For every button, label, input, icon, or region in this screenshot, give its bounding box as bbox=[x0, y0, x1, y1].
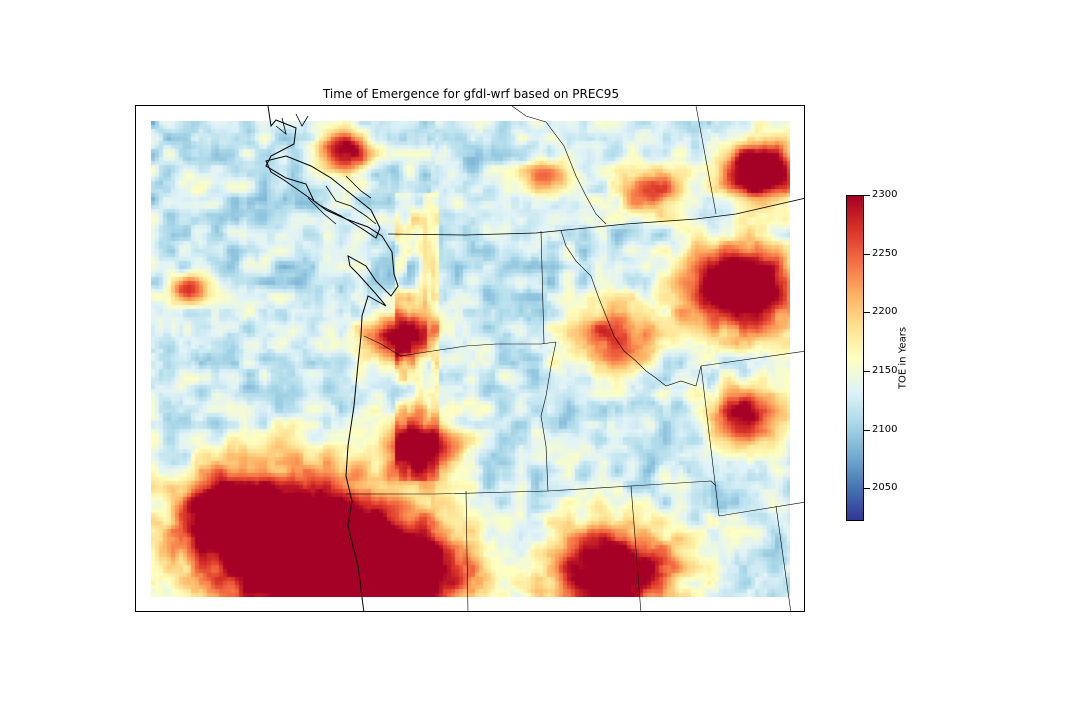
inlet-coastline bbox=[307, 175, 377, 225]
map-frame bbox=[135, 105, 805, 612]
colorbar-label: TOE in Years bbox=[897, 326, 909, 390]
colorbar-tick-label: 2200 bbox=[872, 306, 898, 318]
coastline bbox=[265, 106, 399, 611]
colorbar-tick-label: 2100 bbox=[872, 423, 898, 435]
colorbar bbox=[846, 195, 864, 521]
state-border-nv-ca bbox=[465, 490, 469, 611]
state-border-id-nv bbox=[630, 480, 717, 487]
canada-border-west bbox=[511, 106, 607, 225]
country-border bbox=[387, 198, 804, 236]
colorbar-tick-label: 2150 bbox=[872, 364, 898, 376]
colorbar-tick bbox=[864, 488, 870, 490]
state-border-or-id bbox=[540, 341, 557, 492]
colorbar-tick bbox=[864, 370, 870, 372]
state-border-id-mt bbox=[560, 230, 702, 387]
state-border-wa-id bbox=[540, 230, 545, 345]
state-border-id-ut bbox=[630, 485, 642, 611]
state-border-wa-or bbox=[363, 335, 557, 357]
colorbar-tick-label: 2050 bbox=[872, 482, 898, 494]
colorbar-tick bbox=[864, 253, 870, 255]
state-border-ut-co bbox=[775, 505, 792, 611]
colorbar-tick-label: 2300 bbox=[872, 189, 898, 200]
colorbar-tick bbox=[864, 429, 870, 431]
state-border-wy-south bbox=[718, 502, 804, 517]
toe-heatmap-field bbox=[151, 121, 790, 597]
canada-border-east bbox=[695, 106, 717, 215]
map-title: Time of Emergence for gfdl-wrf based on … bbox=[322, 87, 620, 101]
boundary-overlay bbox=[265, 106, 804, 611]
island-coastline bbox=[265, 155, 381, 239]
colorbar-tick bbox=[864, 312, 870, 314]
colorbar-tick-label: 2250 bbox=[872, 247, 898, 259]
state-border-or-ca bbox=[346, 485, 632, 495]
colorbar-tick bbox=[864, 195, 870, 196]
state-border-wy-west bbox=[700, 365, 720, 517]
state-border-mt-wy bbox=[700, 350, 804, 367]
coastline-north bbox=[275, 113, 309, 136]
